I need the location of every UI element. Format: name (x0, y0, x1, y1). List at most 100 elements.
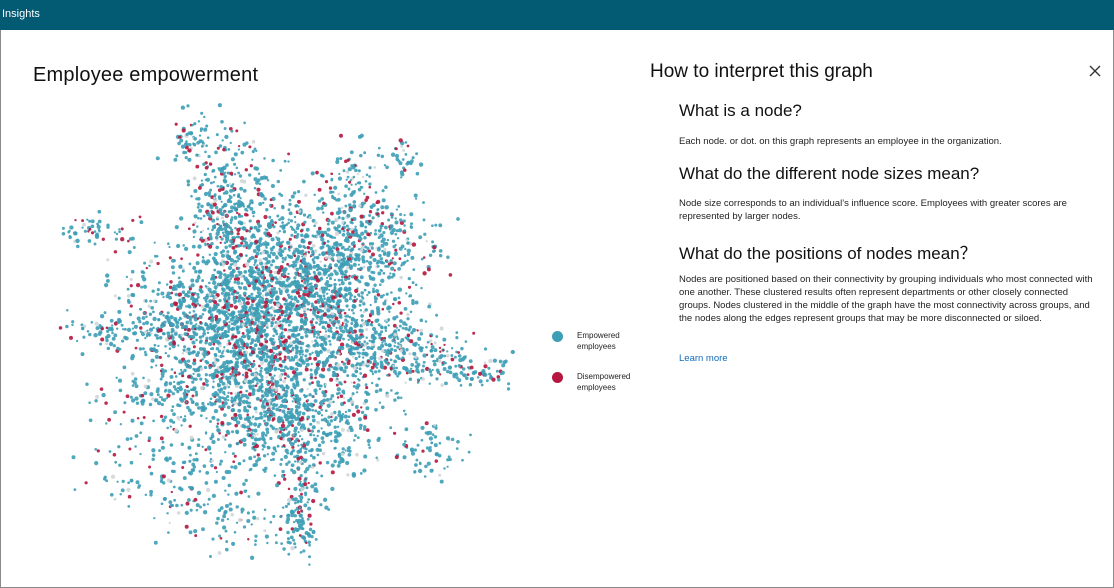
graph-node (259, 357, 264, 362)
graph-node (350, 183, 353, 186)
graph-node (189, 508, 193, 512)
graph-node (274, 281, 279, 285)
graph-node (172, 385, 177, 389)
graph-node (435, 335, 439, 338)
graph-node (360, 342, 364, 347)
graph-node (251, 201, 254, 205)
graph-node (184, 151, 188, 154)
graph-node (205, 144, 208, 147)
graph-node (365, 195, 370, 200)
graph-node (316, 336, 319, 339)
graph-node (172, 341, 177, 346)
graph-node (355, 231, 359, 235)
graph-node (341, 360, 344, 364)
graph-node (320, 414, 324, 417)
graph-node (314, 537, 318, 541)
graph-node (347, 359, 351, 363)
graph-node (310, 484, 315, 489)
graph-node (178, 372, 181, 376)
graph-node (158, 335, 163, 340)
graph-node (230, 327, 234, 332)
graph-node (326, 403, 331, 408)
graph-node (226, 379, 231, 385)
graph-node (355, 254, 359, 257)
graph-node (257, 457, 262, 462)
graph-node (399, 275, 404, 280)
graph-node (350, 321, 354, 326)
graph-node (221, 403, 225, 407)
graph-node (323, 230, 328, 235)
graph-node (233, 173, 237, 176)
graph-node (422, 353, 427, 358)
graph-node (241, 331, 245, 335)
graph-node (283, 372, 288, 376)
graph-node (239, 186, 244, 191)
graph-node (397, 296, 401, 300)
graph-node (460, 346, 464, 351)
graph-node (196, 253, 200, 257)
graph-node (393, 359, 397, 364)
graph-node (168, 347, 172, 350)
graph-node (396, 337, 400, 340)
graph-node (276, 231, 280, 235)
graph-node (207, 211, 210, 215)
graph-node (337, 192, 341, 196)
graph-node (381, 198, 386, 203)
graph-node (326, 222, 330, 226)
graph-node (94, 233, 100, 238)
graph-node (337, 310, 340, 314)
graph-node (94, 321, 99, 326)
graph-node (288, 249, 291, 252)
graph-node (293, 527, 298, 531)
graph-node (397, 370, 402, 375)
graph-node (86, 330, 90, 333)
graph-node (314, 275, 319, 280)
graph-node (256, 271, 261, 276)
graph-node (353, 319, 358, 324)
graph-node (371, 347, 374, 350)
graph-node (298, 403, 302, 406)
graph-node (348, 253, 353, 258)
graph-node (371, 216, 375, 220)
graph-node (258, 279, 262, 283)
graph-node (284, 389, 289, 394)
graph-node (277, 251, 283, 256)
graph-node (168, 381, 173, 386)
graph-node (216, 303, 220, 307)
graph-node (139, 220, 144, 225)
graph-node (135, 282, 141, 288)
graph-node (116, 327, 119, 330)
graph-node (335, 301, 340, 306)
graph-node (345, 419, 349, 423)
graph-node (297, 405, 301, 409)
graph-node (203, 350, 208, 355)
graph-node (397, 328, 401, 332)
graph-node (252, 359, 256, 363)
graph-node (144, 336, 147, 340)
graph-node (121, 328, 125, 331)
graph-node (100, 327, 104, 331)
graph-node (278, 230, 281, 233)
graph-node (305, 267, 309, 271)
graph-node (272, 225, 276, 229)
graph-node (251, 269, 256, 274)
graph-node (149, 323, 153, 326)
graph-node (218, 344, 222, 348)
graph-node (248, 456, 253, 461)
graph-node (295, 273, 299, 277)
graph-node (355, 391, 359, 394)
graph-node (227, 385, 231, 389)
graph-node (200, 406, 205, 411)
graph-node (366, 438, 371, 444)
graph-node (306, 517, 310, 521)
graph-node (176, 305, 180, 308)
graph-node (181, 269, 185, 273)
graph-node (212, 342, 216, 346)
graph-node (182, 418, 187, 423)
graph-node (167, 334, 171, 338)
graph-node (321, 253, 325, 257)
graph-node (215, 358, 219, 362)
graph-node (296, 299, 300, 304)
graph-node (320, 197, 325, 201)
graph-node (256, 228, 261, 233)
